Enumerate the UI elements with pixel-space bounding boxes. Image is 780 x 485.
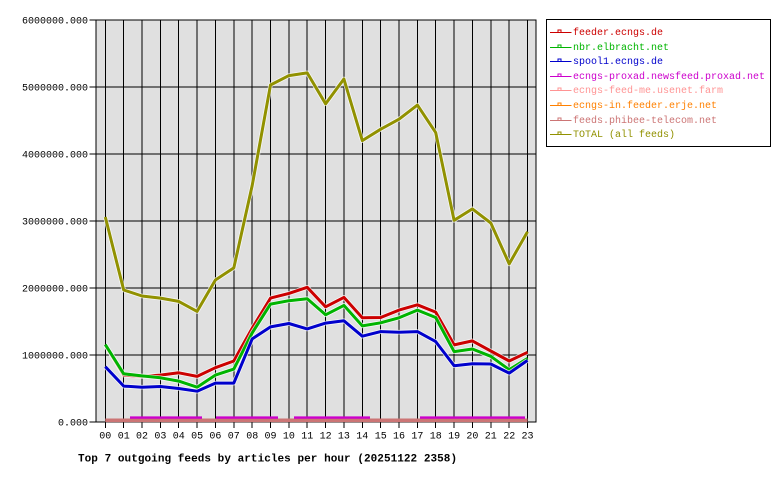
svg-text:1000000.000: 1000000.000 [22, 352, 88, 363]
svg-text:10: 10 [283, 432, 295, 443]
svg-text:05: 05 [191, 432, 203, 443]
svg-text:feeds.phibee-telecom.net: feeds.phibee-telecom.net [573, 115, 717, 127]
svg-text:06: 06 [209, 432, 221, 443]
svg-text:09: 09 [264, 432, 276, 443]
svg-text:23: 23 [521, 432, 533, 443]
svg-text:6000000.000: 6000000.000 [22, 17, 88, 28]
svg-text:17: 17 [411, 432, 423, 443]
svg-text:ecngs-in.feeder.erje.net: ecngs-in.feeder.erje.net [573, 100, 717, 112]
svg-text:08: 08 [246, 432, 258, 443]
svg-text:TOTAL (all feeds): TOTAL (all feeds) [573, 129, 675, 141]
svg-text:21: 21 [485, 432, 497, 443]
svg-text:feeder.ecngs.de: feeder.ecngs.de [573, 27, 663, 39]
svg-text:5000000.000: 5000000.000 [22, 84, 88, 95]
svg-text:02: 02 [136, 432, 148, 443]
svg-text:16: 16 [393, 432, 405, 443]
svg-text:19: 19 [448, 432, 460, 443]
svg-text:2000000.000: 2000000.000 [22, 285, 88, 296]
svg-text:spool1.ecngs.de: spool1.ecngs.de [573, 56, 663, 68]
svg-text:14: 14 [356, 432, 368, 443]
svg-text:22: 22 [503, 432, 515, 443]
svg-text:18: 18 [430, 432, 442, 443]
svg-text:Top 7 outgoing feeds by articl: Top 7 outgoing feeds by articles per hou… [78, 454, 457, 466]
svg-text:04: 04 [173, 432, 185, 443]
svg-text:ecngs-feed-me.usenet.farm: ecngs-feed-me.usenet.farm [573, 85, 723, 97]
svg-text:15: 15 [375, 432, 387, 443]
svg-text:00: 00 [99, 432, 111, 443]
svg-text:07: 07 [228, 432, 240, 443]
svg-text:3000000.000: 3000000.000 [22, 218, 88, 229]
svg-text:11: 11 [301, 432, 313, 443]
svg-text:13: 13 [338, 432, 350, 443]
svg-text:nbr.elbracht.net: nbr.elbracht.net [573, 42, 669, 54]
svg-text:0.000: 0.000 [58, 419, 88, 430]
svg-text:12: 12 [320, 432, 332, 443]
svg-text:01: 01 [118, 432, 130, 443]
svg-text:4000000.000: 4000000.000 [22, 151, 88, 162]
svg-text:ecngs-proxad.newsfeed.proxad.n: ecngs-proxad.newsfeed.proxad.net [573, 71, 765, 83]
svg-text:20: 20 [466, 432, 478, 443]
svg-text:03: 03 [154, 432, 166, 443]
